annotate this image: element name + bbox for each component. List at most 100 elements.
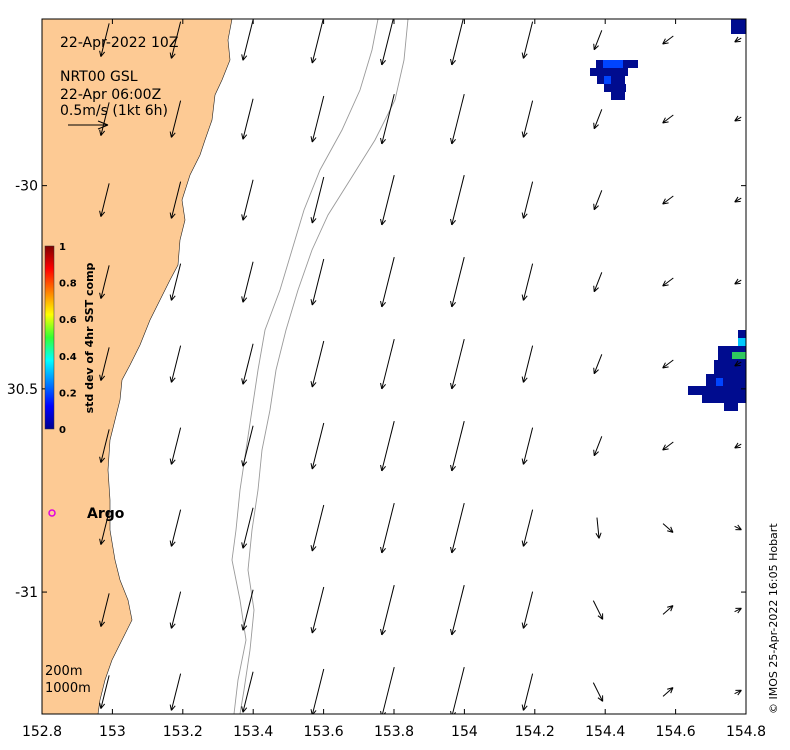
velocity-arrow: [734, 36, 742, 43]
velocity-arrow: [99, 347, 110, 381]
velocity-arrow: [593, 30, 603, 51]
velocity-arrow: [450, 93, 465, 145]
velocity-arrow: [99, 265, 110, 299]
depth-legend-1000m: 1000m: [45, 681, 91, 696]
velocity-arrow: [662, 195, 674, 205]
velocity-arrow: [662, 687, 674, 697]
velocity-arrow: [169, 21, 182, 59]
velocity-arrow: [593, 272, 603, 293]
velocity-arrow: [169, 591, 182, 629]
velocity-arrow: [310, 668, 325, 714]
x-tick-label: 153.8: [374, 724, 414, 740]
velocity-arrow: [593, 436, 603, 457]
argo-label: Argo: [87, 506, 125, 522]
velocity-arrow: [380, 584, 395, 636]
velocity-arrow: [169, 345, 182, 383]
velocity-arrow: [241, 343, 254, 385]
velocity-arrow: [595, 517, 602, 539]
velocity-arrow: [450, 584, 465, 636]
isobath-1000m: [239, 19, 409, 714]
velocity-arrow: [169, 263, 182, 301]
velocity-arrow: [734, 524, 742, 531]
x-axis: 152.8 153 153.2 153.4 153.6 153.8 154 154.2 154.…: [22, 19, 766, 740]
velocity-arrow: [99, 23, 110, 57]
velocity-arrow: [734, 115, 742, 122]
velocity-arrow: [310, 258, 325, 306]
velocity-arrow: [521, 591, 534, 629]
credit-text: © IMOS 25-Apr-2022 16:05 Hobart: [767, 523, 780, 714]
velocity-arrow: [450, 256, 465, 308]
colorbar-tick-label: 0.4: [59, 352, 77, 363]
velocity-arrow: [99, 675, 110, 709]
y-tick-label: -31: [15, 585, 38, 601]
velocity-arrow: [241, 507, 254, 549]
velocity-arrow: [662, 441, 674, 451]
colorbar-tick-label: 0.2: [59, 388, 77, 399]
velocity-arrow: [734, 442, 742, 449]
velocity-arrow: [380, 420, 395, 472]
velocity-arrow: [169, 673, 182, 711]
velocity-arrow: [241, 589, 254, 631]
velocity-arrow: [662, 277, 674, 287]
velocity-arrow: [450, 338, 465, 390]
velocity-arrow: [169, 100, 182, 138]
velocity-arrow: [380, 502, 395, 554]
velocity-arrow: [169, 509, 182, 547]
velocity-arrow: [521, 673, 534, 711]
velocity-arrow: [380, 338, 395, 390]
x-tick-label: 154.2: [515, 724, 555, 740]
colorbar-tick-label: 0: [59, 425, 66, 436]
velocity-arrow: [99, 102, 110, 136]
velocity-arrow: [380, 174, 395, 226]
velocity-arrow: [450, 502, 465, 554]
colorbar-tick-label: 0.8: [59, 279, 77, 290]
product-time: 22-Apr 06:00Z: [60, 87, 161, 103]
velocity-arrow: [310, 95, 325, 143]
date-label: 22-Apr-2022 10Z: [60, 35, 178, 51]
velocity-arrow: [99, 511, 110, 545]
velocity-arrow: [380, 93, 395, 145]
velocity-arrow: [592, 600, 604, 620]
velocity-arrow: [310, 19, 324, 64]
sst-patch-north: [590, 19, 746, 100]
velocity-arrow: [734, 360, 742, 367]
velocity-arrow: [169, 427, 182, 465]
velocity-arrow: [310, 586, 325, 634]
x-tick-label: 152.8: [22, 724, 62, 740]
velocity-arrow: [734, 689, 742, 696]
velocity-arrow: [662, 114, 674, 124]
velocity-arrow: [241, 425, 254, 467]
land-mass: [42, 19, 233, 714]
colorbar-ticks: 1 0.8 0.6 0.4 0.2 0: [59, 242, 77, 436]
velocity-arrow: [241, 179, 254, 221]
velocity-arrow: [593, 354, 603, 375]
colorbar-tick-label: 0.6: [59, 315, 77, 326]
colorbar: [44, 245, 55, 430]
velocity-arrow: [592, 682, 604, 702]
velocity-arrow: [380, 256, 395, 308]
x-tick-label: 153.4: [233, 724, 273, 740]
velocity-arrow: [99, 593, 110, 627]
x-tick-label: 154.6: [656, 724, 696, 740]
velocity-arrow: [450, 420, 465, 472]
velocity-arrows: [99, 19, 742, 714]
velocity-arrow: [380, 19, 394, 66]
velocity-arrow: [521, 21, 534, 59]
velocity-arrow: [521, 100, 534, 138]
isobath-200m: [231, 19, 379, 714]
velocity-arrow: [593, 190, 603, 211]
velocity-arrow: [450, 19, 464, 66]
velocity-arrow: [99, 183, 110, 217]
velocity-arrow: [241, 98, 254, 140]
x-tick-label: 153.2: [163, 724, 203, 740]
velocity-arrow: [521, 263, 534, 301]
colorbar-tick-label: 1: [59, 242, 66, 253]
velocity-arrow: [99, 429, 110, 463]
product-label: NRT00 GSL: [60, 69, 138, 85]
x-tick-label: 153: [99, 724, 126, 740]
velocity-arrow: [662, 605, 674, 615]
y-axis: -30 30.5 -31: [7, 179, 746, 601]
velocity-arrow: [310, 176, 325, 224]
x-tick-label: 154: [451, 724, 478, 740]
